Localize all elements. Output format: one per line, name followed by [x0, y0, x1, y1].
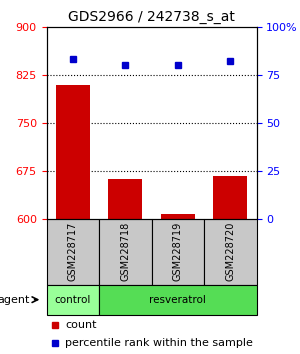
Bar [152, 219, 204, 285]
Bar [204, 219, 256, 285]
Bar [213, 176, 247, 219]
Bar [99, 285, 256, 315]
Text: agent: agent [0, 295, 30, 305]
Text: GSM228718: GSM228718 [120, 222, 130, 281]
Bar [108, 179, 142, 219]
Bar [99, 219, 152, 285]
Text: count: count [65, 320, 97, 330]
Text: percentile rank within the sample: percentile rank within the sample [65, 338, 253, 348]
Text: control: control [55, 295, 91, 305]
Text: GSM228717: GSM228717 [68, 222, 78, 281]
Bar [46, 285, 99, 315]
Bar [56, 85, 90, 219]
Bar [46, 219, 99, 285]
Text: resveratrol: resveratrol [149, 295, 206, 305]
Text: GSM228719: GSM228719 [173, 222, 183, 281]
Bar [161, 214, 195, 219]
Title: GDS2966 / 242738_s_at: GDS2966 / 242738_s_at [68, 10, 235, 24]
Text: GSM228720: GSM228720 [225, 222, 235, 281]
